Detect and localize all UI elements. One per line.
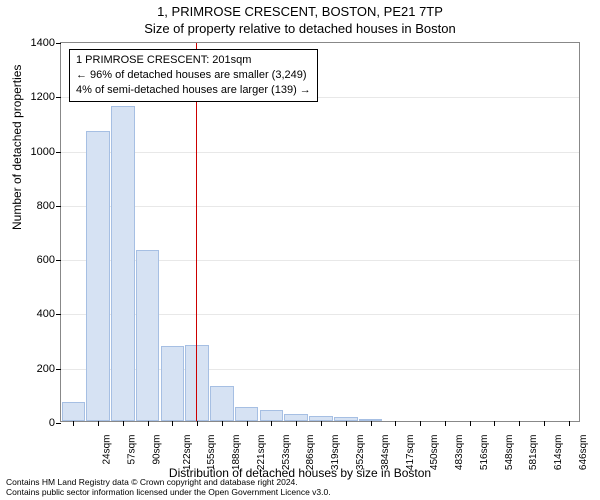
histogram-bar — [111, 106, 135, 421]
xtick-label: 286sqm — [306, 435, 317, 471]
xtick-mark — [172, 421, 173, 426]
ytick-mark — [56, 314, 61, 315]
xtick-label: 122sqm — [182, 435, 193, 471]
xtick-label: 548sqm — [504, 435, 515, 471]
annotation-box: 1 PRIMROSE CRESCENT: 201sqm← 96% of deta… — [69, 49, 318, 102]
histogram-bar — [284, 414, 308, 421]
xtick-mark — [73, 421, 74, 426]
ytick-label: 800 — [37, 200, 55, 212]
xtick-mark — [197, 421, 198, 426]
annotation-line2: ← 96% of detached houses are smaller (3,… — [76, 68, 311, 83]
y-axis-label: Number of detached properties — [10, 65, 24, 230]
histogram-bar — [62, 402, 86, 421]
xtick-mark — [519, 421, 520, 426]
ytick-mark — [56, 206, 61, 207]
annotation-line3: 4% of semi-detached houses are larger (1… — [76, 83, 311, 98]
histogram-bar — [185, 345, 209, 421]
xtick-label: 155sqm — [207, 435, 218, 471]
attribution-text: Contains HM Land Registry data © Crown c… — [6, 478, 331, 498]
xtick-mark — [98, 421, 99, 426]
xtick-label: 614sqm — [553, 435, 564, 471]
ytick-mark — [56, 369, 61, 370]
histogram-bar — [210, 386, 234, 421]
xtick-label: 188sqm — [231, 435, 242, 471]
xtick-mark — [371, 421, 372, 426]
xtick-mark — [222, 421, 223, 426]
chart-title-address: 1, PRIMROSE CRESCENT, BOSTON, PE21 7TP — [0, 0, 600, 19]
ytick-label: 600 — [37, 254, 55, 266]
xtick-label: 90sqm — [151, 435, 162, 465]
xtick-mark — [271, 421, 272, 426]
xtick-mark — [123, 421, 124, 426]
gridline — [61, 206, 579, 207]
xtick-label: 516sqm — [479, 435, 490, 471]
xtick-label: 450sqm — [429, 435, 440, 471]
xtick-label: 253sqm — [281, 435, 292, 471]
xtick-label: 319sqm — [330, 435, 341, 471]
xtick-mark — [346, 421, 347, 426]
xtick-label: 352sqm — [355, 435, 366, 471]
histogram-bar — [235, 407, 259, 421]
xtick-mark — [494, 421, 495, 426]
ytick-label: 400 — [37, 308, 55, 320]
xtick-mark — [395, 421, 396, 426]
attribution-line2: Contains public sector information licen… — [6, 488, 331, 498]
xtick-label: 384sqm — [380, 435, 391, 471]
ytick-mark — [56, 260, 61, 261]
gridline — [61, 152, 579, 153]
histogram-bar — [86, 131, 110, 421]
xtick-label: 581sqm — [528, 435, 539, 471]
plot-area: 020040060080010001200140024sqm57sqm90sqm… — [60, 42, 580, 422]
xtick-label: 221sqm — [256, 435, 267, 471]
xtick-mark — [296, 421, 297, 426]
ytick-mark — [56, 423, 61, 424]
xtick-mark — [148, 421, 149, 426]
histogram-bar — [161, 346, 185, 421]
ytick-mark — [56, 152, 61, 153]
xtick-label: 646sqm — [578, 435, 589, 471]
xtick-label: 483sqm — [454, 435, 465, 471]
histogram-bar — [136, 250, 160, 421]
xtick-mark — [247, 421, 248, 426]
xtick-label: 417sqm — [405, 435, 416, 471]
annotation-line1: 1 PRIMROSE CRESCENT: 201sqm — [76, 53, 311, 68]
histogram-bar — [260, 410, 284, 421]
chart-container: 1, PRIMROSE CRESCENT, BOSTON, PE21 7TP S… — [0, 0, 600, 500]
xtick-mark — [569, 421, 570, 426]
chart-title-desc: Size of property relative to detached ho… — [0, 19, 600, 36]
xtick-mark — [420, 421, 421, 426]
xtick-mark — [321, 421, 322, 426]
ytick-label: 1000 — [31, 146, 55, 158]
xtick-mark — [445, 421, 446, 426]
ytick-mark — [56, 97, 61, 98]
ytick-label: 0 — [49, 417, 55, 429]
ytick-label: 1200 — [31, 91, 55, 103]
xtick-mark — [470, 421, 471, 426]
xtick-mark — [544, 421, 545, 426]
xtick-label: 24sqm — [102, 435, 113, 465]
ytick-label: 1400 — [31, 37, 55, 49]
chart-area: 020040060080010001200140024sqm57sqm90sqm… — [60, 42, 580, 422]
xtick-label: 57sqm — [127, 435, 138, 465]
ytick-mark — [56, 43, 61, 44]
ytick-label: 200 — [37, 363, 55, 375]
